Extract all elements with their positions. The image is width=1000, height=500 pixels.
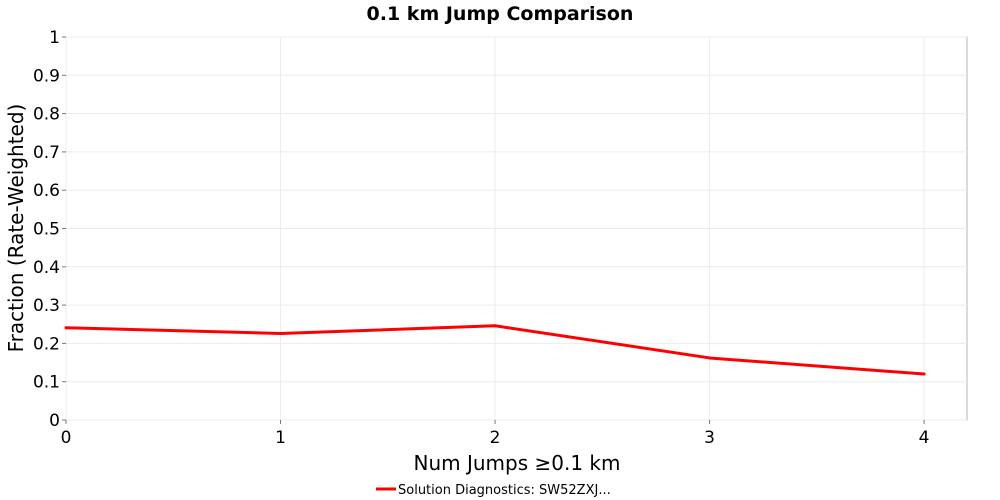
data-point bbox=[64, 326, 68, 330]
x-tick-label: 0 bbox=[61, 428, 72, 448]
y-tick-label: 0 bbox=[49, 411, 60, 431]
data-point bbox=[493, 324, 497, 328]
y-tick-label: 0.4 bbox=[33, 258, 60, 278]
data-point bbox=[922, 372, 926, 376]
series-lines bbox=[64, 324, 926, 376]
data-point bbox=[708, 356, 712, 360]
x-tick-label: 1 bbox=[275, 428, 286, 448]
y-tick-label: 0.8 bbox=[33, 105, 60, 125]
x-tick-label: 4 bbox=[919, 428, 930, 448]
y-tick-label: 1 bbox=[49, 28, 60, 48]
data-point bbox=[279, 331, 283, 335]
x-tick-label: 3 bbox=[704, 428, 715, 448]
grid bbox=[65, 36, 967, 421]
x-axis-label: Num Jumps ≥0.1 km bbox=[414, 451, 621, 475]
chart-title: 0.1 km Jump Comparison bbox=[367, 3, 634, 25]
y-tick-label: 0.7 bbox=[33, 143, 60, 163]
legend-label: Solution Diagnostics: SW52ZXJ... bbox=[398, 483, 611, 498]
y-axis-ticks: 0 0.1 0.2 0.3 0.4 0.5 0.6 0.7 0.8 0.9 1 bbox=[33, 28, 66, 431]
legend: Solution Diagnostics: SW52ZXJ... bbox=[376, 483, 611, 498]
y-tick-label: 0.5 bbox=[33, 220, 60, 240]
y-tick-label: 0.6 bbox=[33, 181, 60, 201]
y-tick-label: 0.1 bbox=[33, 373, 60, 393]
x-axis-ticks: 0 1 2 3 4 bbox=[61, 420, 930, 448]
y-axis-label: Fraction (Rate-Weighted) bbox=[4, 104, 28, 353]
y-tick-label: 0.9 bbox=[33, 66, 60, 86]
x-tick-label: 2 bbox=[490, 428, 501, 448]
y-tick-label: 0.3 bbox=[33, 296, 60, 316]
y-tick-label: 0.2 bbox=[33, 334, 60, 354]
